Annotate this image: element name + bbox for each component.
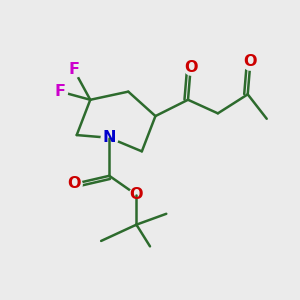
Text: F: F (68, 62, 80, 77)
Text: O: O (130, 187, 143, 202)
Text: O: O (67, 176, 81, 191)
Text: O: O (244, 54, 257, 69)
Text: F: F (55, 84, 66, 99)
Text: O: O (184, 60, 197, 75)
Text: N: N (103, 130, 116, 145)
